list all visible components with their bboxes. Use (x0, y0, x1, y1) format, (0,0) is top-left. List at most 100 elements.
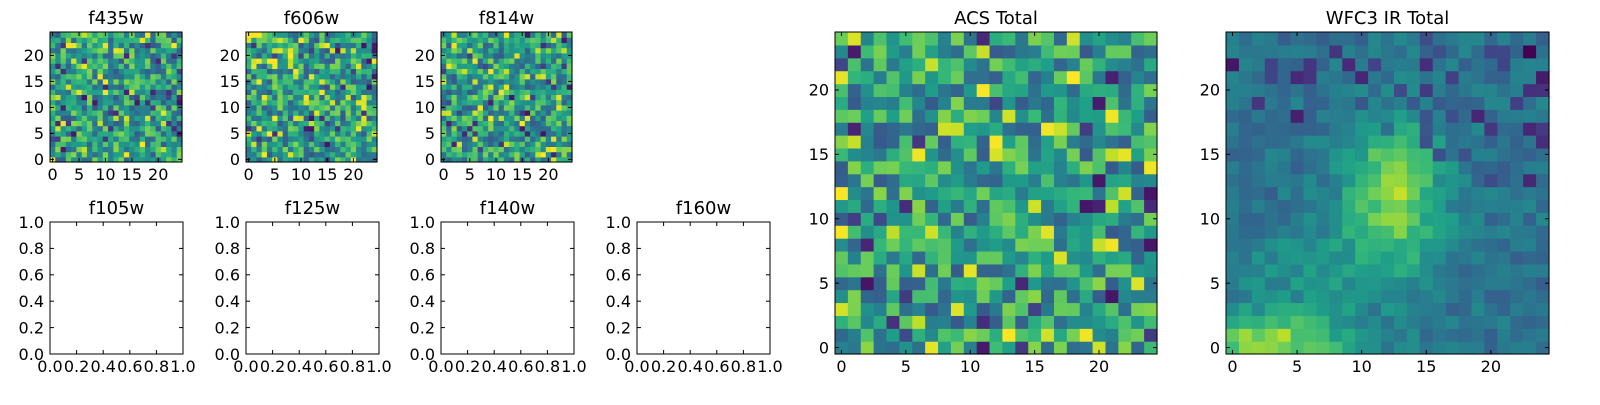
heatmap-cell (1445, 328, 1460, 342)
heatmap-cell (519, 52, 526, 59)
heatmap-cell (123, 63, 130, 69)
heatmap-cell (277, 68, 284, 75)
heatmap-cell (860, 341, 875, 355)
heatmap-cell (498, 146, 505, 153)
heatmap-cell (446, 141, 453, 147)
heatmap-cell (81, 136, 88, 142)
heatmap-cell (1419, 122, 1434, 136)
heatmap-cell (50, 42, 56, 49)
heatmap-cell (356, 151, 362, 158)
heatmap-cell (361, 52, 368, 59)
heatmap-cell (950, 302, 965, 316)
heatmap-cell (1329, 160, 1343, 175)
heatmap-cell (324, 89, 331, 95)
heatmap-cell (551, 52, 557, 59)
heatmap-cell (509, 94, 515, 101)
heatmap-cell (1015, 263, 1029, 278)
heatmap-cell (324, 130, 331, 137)
y-tick-label: 0.2 (606, 318, 631, 337)
heatmap-cell (535, 120, 542, 127)
heatmap-cell (540, 42, 547, 49)
heatmap-cell (160, 84, 167, 90)
heatmap-cell (899, 199, 913, 213)
heatmap-cell (1536, 147, 1550, 162)
heatmap-cell (308, 47, 315, 54)
heatmap-cell (298, 146, 305, 153)
heatmap-cell (139, 73, 146, 80)
heatmap-cell (324, 73, 331, 80)
heatmap-cell (1316, 32, 1330, 46)
heatmap-cell (324, 63, 331, 69)
heatmap-cell (519, 37, 526, 43)
heatmap-cell (938, 225, 952, 239)
heatmap-cell (261, 136, 268, 142)
heatmap-cell (1432, 83, 1447, 97)
heatmap-cell (150, 115, 157, 121)
heatmap-cell (938, 160, 952, 175)
heatmap-cell (482, 52, 489, 59)
heatmap-cell (482, 94, 489, 101)
heatmap-cell (371, 32, 378, 38)
heatmap-cell (356, 32, 362, 38)
heatmap-cell (134, 52, 141, 59)
heatmap-cell (171, 37, 178, 43)
heatmap-cell (514, 52, 521, 59)
heatmap-cell (76, 125, 83, 132)
heatmap-cell (1028, 135, 1042, 149)
heatmap-cell (118, 78, 125, 85)
heatmap-cell (1406, 341, 1421, 355)
heatmap-cell (261, 47, 268, 54)
heatmap-cell (461, 104, 468, 111)
heatmap-cell (503, 47, 510, 54)
heatmap-cell (118, 120, 125, 127)
heatmap-cell (461, 125, 468, 132)
heatmap-cell (329, 78, 336, 85)
heatmap-cell (530, 37, 536, 43)
heatmap-cell (1238, 173, 1253, 188)
heatmap-cell (1484, 328, 1498, 342)
heatmap-cell (1277, 225, 1292, 239)
heatmap-cell (55, 73, 62, 80)
heatmap-cell (176, 115, 183, 121)
heatmap-cell (76, 146, 83, 153)
heatmap-cell (160, 94, 167, 101)
heatmap-cell (1381, 160, 1395, 175)
heatmap-cell (493, 89, 500, 95)
heatmap-cell (108, 84, 114, 90)
heatmap-cell (1105, 109, 1119, 123)
heatmap-cell (1484, 341, 1498, 355)
heatmap-cell (1015, 173, 1029, 188)
heatmap-cell (899, 122, 913, 136)
heatmap-cell (847, 212, 862, 226)
heatmap-cell (1041, 147, 1055, 162)
heatmap-cell (524, 78, 531, 85)
heatmap-cell (912, 160, 926, 175)
heatmap-cell (1484, 225, 1498, 239)
heatmap-cell (118, 63, 125, 69)
heatmap-cell (277, 99, 284, 106)
heatmap-cell (1118, 96, 1132, 110)
heatmap-cell (551, 146, 557, 153)
heatmap-cell (1226, 173, 1240, 188)
heatmap-cell (166, 130, 173, 137)
heatmap-cell (272, 68, 279, 75)
heatmap-cell (561, 94, 568, 101)
heatmap-cell (1406, 109, 1421, 123)
heatmap-cell (441, 47, 447, 54)
heatmap-cell (989, 289, 1004, 304)
heatmap-cell (1497, 96, 1511, 110)
heatmap-cell (498, 156, 505, 163)
heatmap-cell (81, 99, 88, 106)
heatmap-cell (293, 58, 299, 64)
heatmap-cell (1523, 173, 1537, 188)
heatmap-cell (1432, 122, 1447, 136)
heatmap-cell (1484, 263, 1498, 278)
heatmap-cell (1316, 160, 1330, 175)
heatmap-cell (1458, 96, 1473, 110)
heatmap-cell (899, 135, 913, 149)
heatmap-cell (282, 99, 289, 106)
heatmap-cell (81, 130, 88, 137)
heatmap-cell (113, 73, 120, 80)
heatmap-cell (1251, 328, 1266, 342)
heatmap-cell (482, 42, 489, 49)
